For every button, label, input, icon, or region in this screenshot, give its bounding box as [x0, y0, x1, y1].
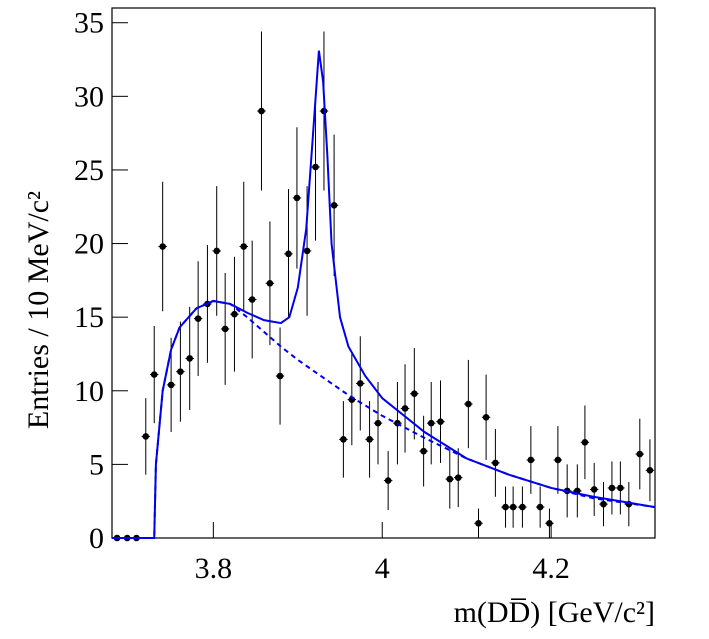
data-point: [636, 450, 644, 458]
data-point: [446, 475, 454, 483]
y-tick-label: 35: [74, 7, 104, 40]
data-point: [330, 201, 338, 209]
data-point: [401, 405, 409, 412]
y-tick-label: 0: [89, 522, 104, 555]
data-point: [502, 503, 509, 511]
data-point: [617, 484, 624, 492]
data-point: [221, 325, 229, 333]
data-point: [608, 484, 616, 492]
y-tick-label: 10: [74, 375, 104, 408]
data-point: [186, 355, 193, 362]
data-point: [159, 243, 166, 250]
background-curve: [112, 299, 656, 539]
data-point: [536, 503, 544, 511]
data-point: [285, 250, 292, 258]
y-tick-label: 20: [74, 228, 104, 261]
data-point: [231, 310, 238, 318]
data-point: [475, 519, 482, 527]
data-point: [142, 433, 150, 440]
data-point: [411, 390, 418, 398]
y-tick-label: 25: [74, 154, 104, 187]
x-axis-label: m(DD̅) [GeV/c²]: [454, 596, 655, 629]
data-point: [384, 477, 392, 484]
data-point: [581, 439, 589, 446]
data-point: [465, 400, 472, 408]
y-tick-label: 15: [74, 301, 104, 334]
data-point: [356, 380, 364, 387]
data-point: [454, 474, 462, 481]
data-point: [276, 372, 284, 380]
data-point: [527, 456, 535, 464]
data-point: [248, 296, 256, 303]
data-point: [167, 381, 175, 389]
data-point: [427, 419, 435, 427]
data-point: [482, 413, 490, 421]
data-point: [240, 243, 248, 250]
y-tick-label: 30: [74, 80, 104, 113]
data-point: [366, 436, 373, 443]
x-tick-label: 4.2: [532, 552, 570, 585]
data-point: [258, 107, 265, 115]
data-point: [340, 436, 347, 443]
data-point: [600, 500, 607, 508]
data-point: [437, 418, 444, 425]
data-point: [312, 163, 319, 171]
data-point: [177, 368, 184, 375]
data-point: [519, 503, 526, 511]
data-point: [646, 466, 654, 474]
data-point: [546, 519, 553, 527]
plot-frame: [111, 7, 656, 539]
data-point: [374, 419, 382, 427]
data-point: [509, 503, 517, 511]
y-tick-label: 5: [89, 448, 104, 481]
y-axis-label: Entries / 10 MeV/c²: [22, 191, 55, 429]
x-tick-label: 3.8: [195, 552, 233, 585]
fit-curve: [112, 50, 656, 539]
data-point: [590, 486, 598, 493]
x-tick-label: 4: [375, 552, 390, 585]
data-point: [420, 447, 427, 455]
data-point: [194, 315, 202, 322]
data-point: [554, 456, 562, 464]
data-point: [492, 459, 499, 467]
data-point: [303, 247, 311, 255]
data-point: [150, 371, 158, 378]
data-point: [293, 194, 301, 202]
data-point: [213, 247, 221, 255]
data-point: [266, 280, 274, 287]
